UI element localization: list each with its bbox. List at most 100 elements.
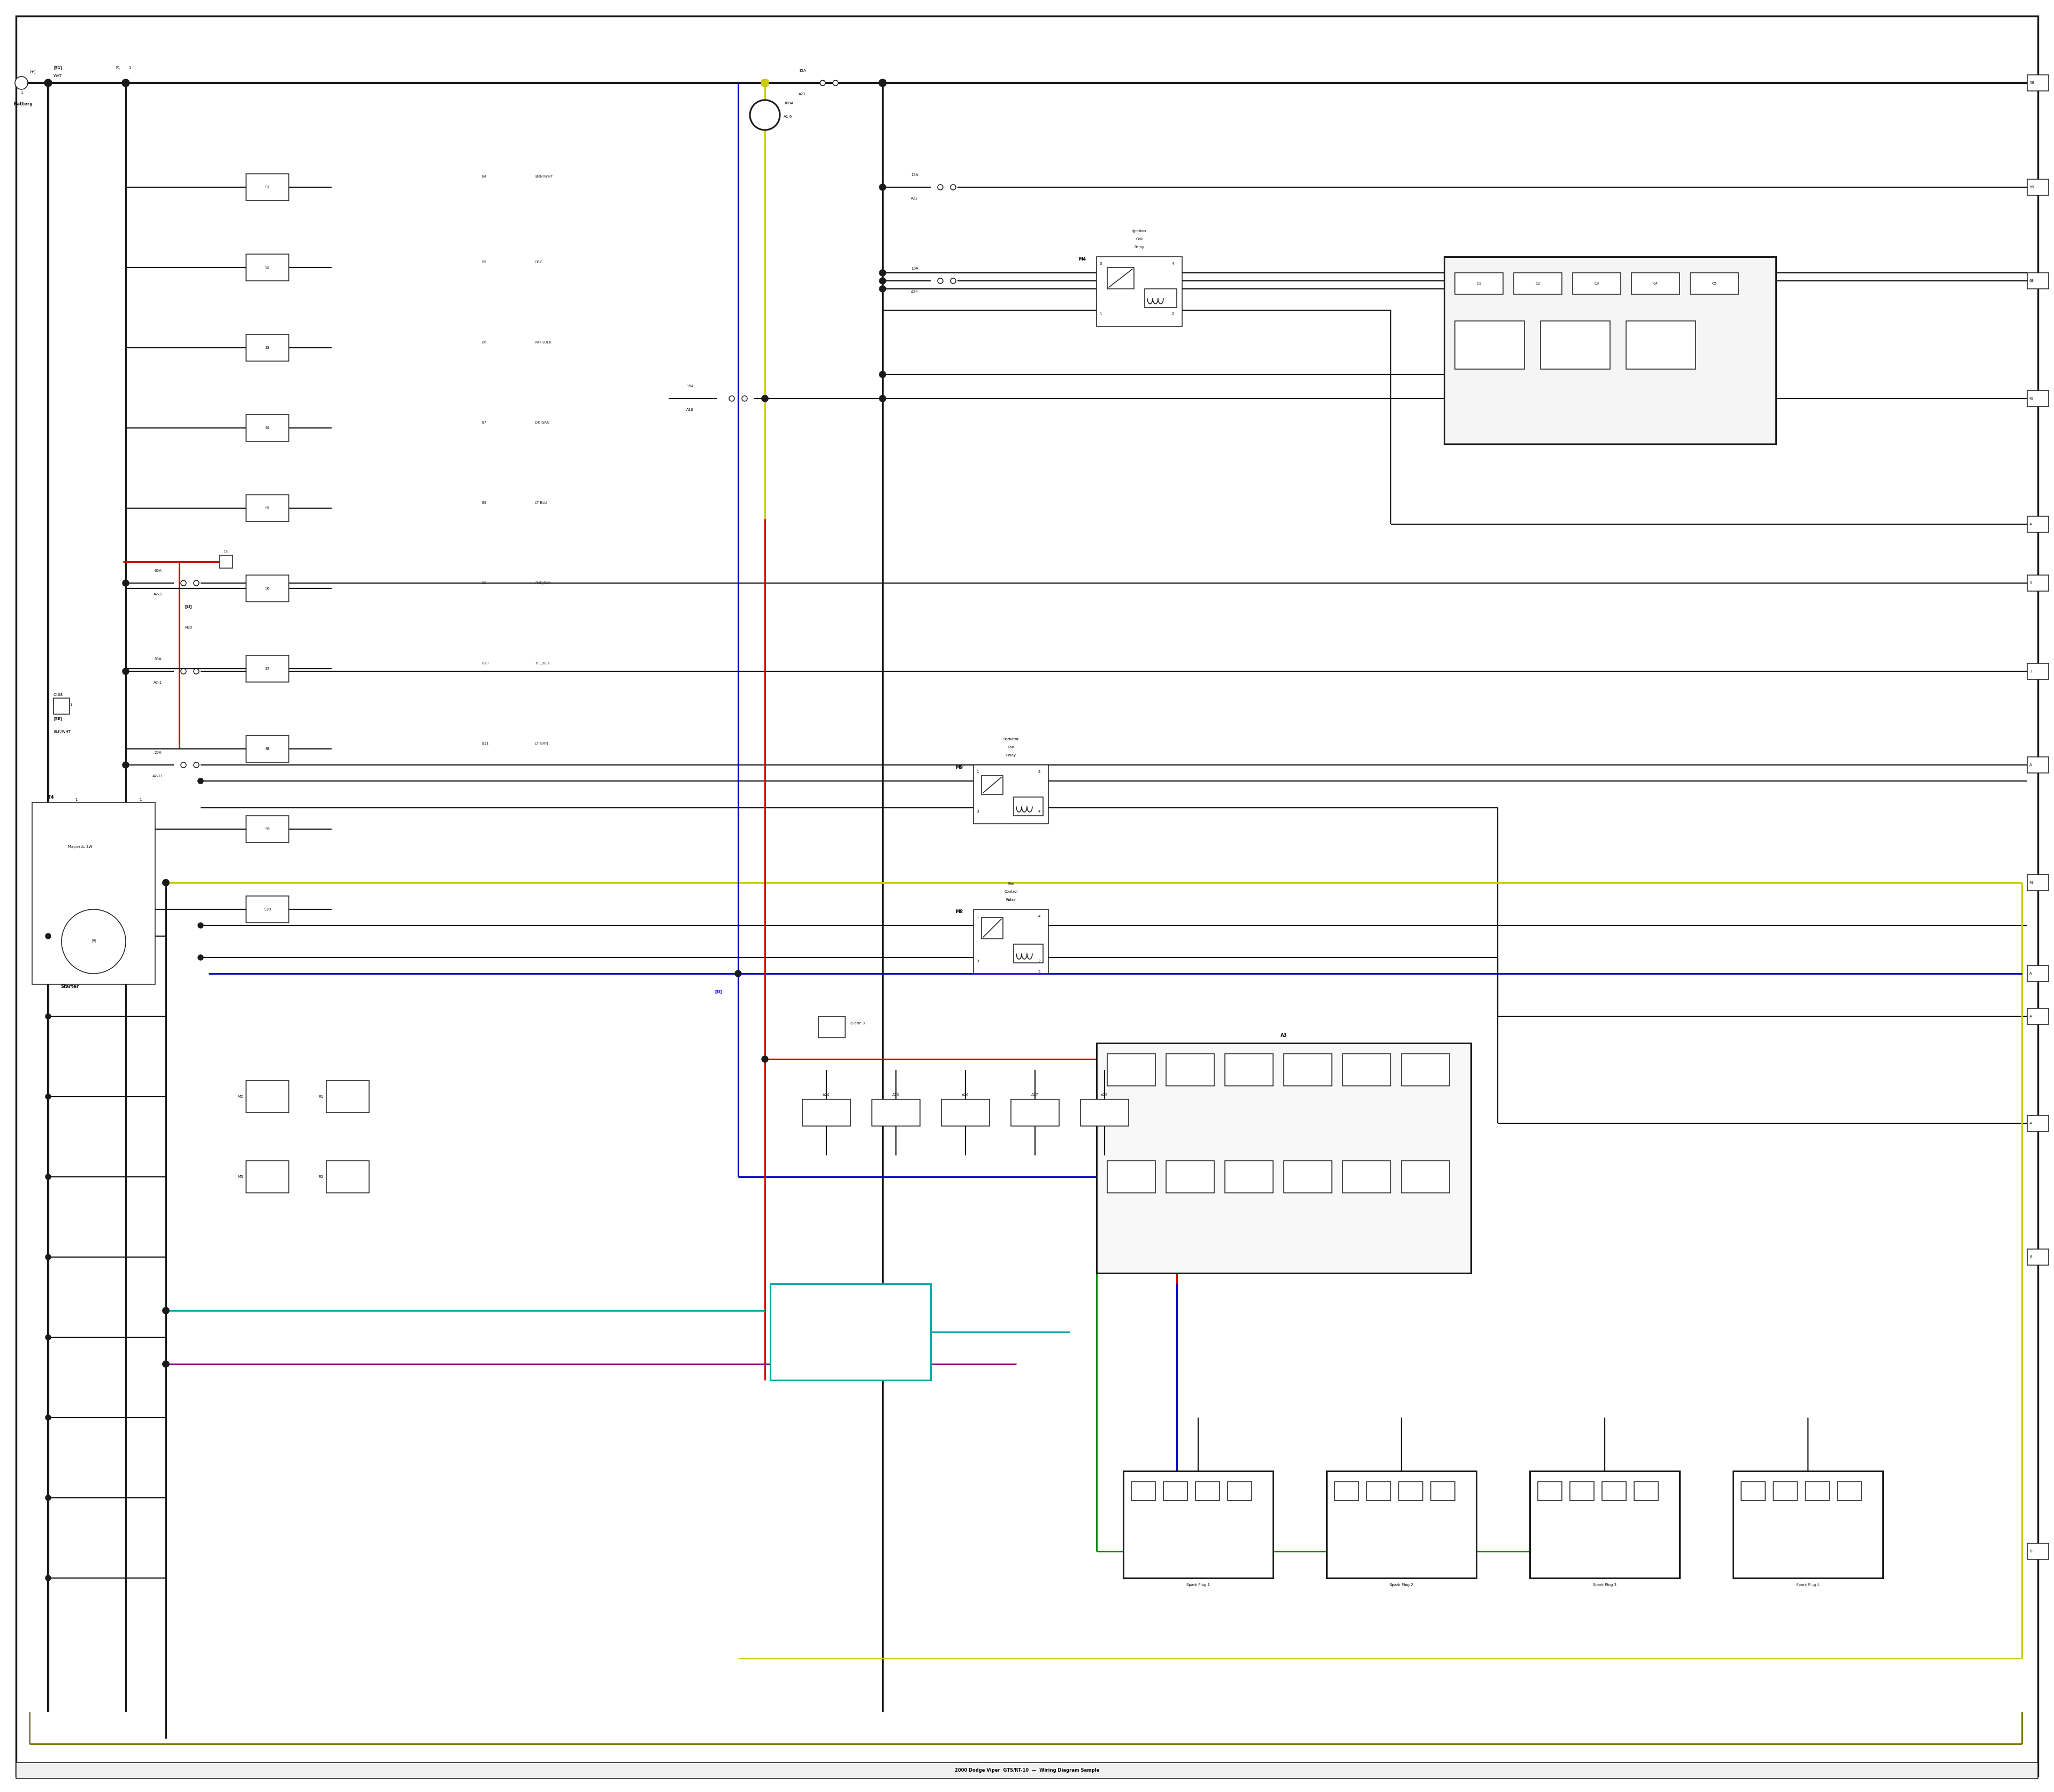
- Circle shape: [197, 923, 203, 928]
- Text: 42: 42: [2029, 396, 2033, 400]
- Text: 1: 1: [21, 91, 23, 95]
- Text: YEL/BLK: YEL/BLK: [534, 661, 550, 665]
- Text: WHT/BLK: WHT/BLK: [534, 340, 553, 344]
- Text: S5: S5: [265, 507, 269, 509]
- Bar: [1444, 256, 1777, 444]
- Text: 15A: 15A: [912, 174, 918, 177]
- Circle shape: [879, 185, 885, 190]
- Bar: [2027, 75, 2048, 91]
- Bar: [1573, 272, 1621, 294]
- Text: A27: A27: [1031, 1093, 1039, 1097]
- Circle shape: [162, 1360, 168, 1367]
- Bar: [982, 918, 1002, 939]
- Bar: [246, 254, 290, 281]
- Text: 2: 2: [1171, 312, 1175, 315]
- Text: S9: S9: [265, 828, 269, 831]
- Bar: [246, 495, 290, 521]
- Bar: [1401, 1054, 1450, 1086]
- Circle shape: [741, 396, 748, 401]
- Text: A2-3: A2-3: [154, 593, 162, 597]
- Text: A29: A29: [912, 290, 918, 294]
- Text: A22: A22: [912, 197, 918, 201]
- Bar: [246, 1081, 290, 1113]
- Bar: [246, 174, 290, 201]
- Text: 4: 4: [1037, 810, 1041, 814]
- Bar: [817, 1016, 844, 1038]
- Text: B: B: [2029, 1256, 2031, 1258]
- Bar: [2027, 1249, 2048, 1265]
- Circle shape: [45, 934, 51, 939]
- Circle shape: [162, 1308, 168, 1314]
- Bar: [1635, 1482, 1658, 1500]
- Circle shape: [951, 185, 955, 190]
- Text: 1: 1: [976, 914, 978, 918]
- Text: B: B: [2029, 1550, 2031, 1554]
- Text: B11: B11: [481, 742, 489, 745]
- Bar: [327, 1161, 370, 1193]
- Circle shape: [45, 1335, 51, 1340]
- Circle shape: [162, 880, 168, 885]
- Text: B10: B10: [481, 661, 489, 665]
- Text: A3: A3: [1280, 1032, 1288, 1038]
- Circle shape: [879, 269, 885, 276]
- Bar: [974, 909, 1048, 973]
- Bar: [1013, 797, 1043, 815]
- Circle shape: [820, 81, 826, 86]
- Text: Spark Plug 1: Spark Plug 1: [1187, 1584, 1210, 1586]
- Bar: [1124, 1471, 1273, 1579]
- Bar: [2027, 272, 2048, 289]
- Bar: [1195, 1482, 1220, 1500]
- Bar: [2027, 966, 2048, 982]
- Bar: [1224, 1054, 1273, 1086]
- Bar: [1742, 1482, 1764, 1500]
- Text: S1: S1: [265, 186, 269, 188]
- Text: [EE]: [EE]: [53, 717, 62, 720]
- Text: [EJ]: [EJ]: [715, 989, 723, 993]
- Text: Radiator: Radiator: [1002, 738, 1019, 740]
- Text: B4: B4: [481, 176, 487, 177]
- Text: 5: 5: [2029, 581, 2031, 584]
- Text: 1: 1: [70, 704, 72, 706]
- Text: 68: 68: [2029, 280, 2033, 283]
- Text: 58: 58: [2029, 81, 2033, 84]
- Text: ORG: ORG: [534, 260, 542, 263]
- Text: A: A: [2029, 971, 2031, 975]
- Text: A25: A25: [891, 1093, 900, 1097]
- Circle shape: [181, 668, 187, 674]
- Circle shape: [162, 1308, 168, 1314]
- Circle shape: [193, 762, 199, 767]
- Circle shape: [45, 1495, 51, 1500]
- Circle shape: [951, 278, 955, 283]
- Text: S3: S3: [265, 346, 269, 349]
- Bar: [1432, 1482, 1454, 1500]
- Circle shape: [181, 581, 187, 586]
- Bar: [1399, 1482, 1423, 1500]
- Bar: [1167, 1054, 1214, 1086]
- Text: C4: C4: [1653, 281, 1658, 285]
- Text: S7: S7: [265, 667, 269, 670]
- Bar: [1335, 1482, 1358, 1500]
- Bar: [33, 803, 156, 984]
- Bar: [1514, 272, 1561, 294]
- Circle shape: [123, 581, 129, 586]
- Text: 20A: 20A: [154, 751, 162, 754]
- Circle shape: [193, 581, 199, 586]
- Text: 1: 1: [127, 66, 131, 70]
- Bar: [1805, 1482, 1830, 1500]
- Text: 60A: 60A: [154, 570, 162, 572]
- Circle shape: [181, 762, 187, 767]
- Text: 15A: 15A: [686, 385, 694, 387]
- Text: S8: S8: [265, 747, 269, 751]
- Text: 59: 59: [2029, 186, 2033, 188]
- Bar: [2027, 179, 2048, 195]
- Text: R1: R1: [318, 1095, 325, 1098]
- Circle shape: [121, 79, 129, 86]
- Text: Spark Plug 3: Spark Plug 3: [1594, 1584, 1616, 1586]
- Circle shape: [762, 396, 768, 401]
- Bar: [1454, 321, 1524, 369]
- Circle shape: [762, 79, 768, 86]
- Text: A21: A21: [799, 93, 805, 95]
- Bar: [974, 765, 1048, 824]
- Text: 4: 4: [1171, 262, 1175, 265]
- Bar: [1401, 1161, 1450, 1193]
